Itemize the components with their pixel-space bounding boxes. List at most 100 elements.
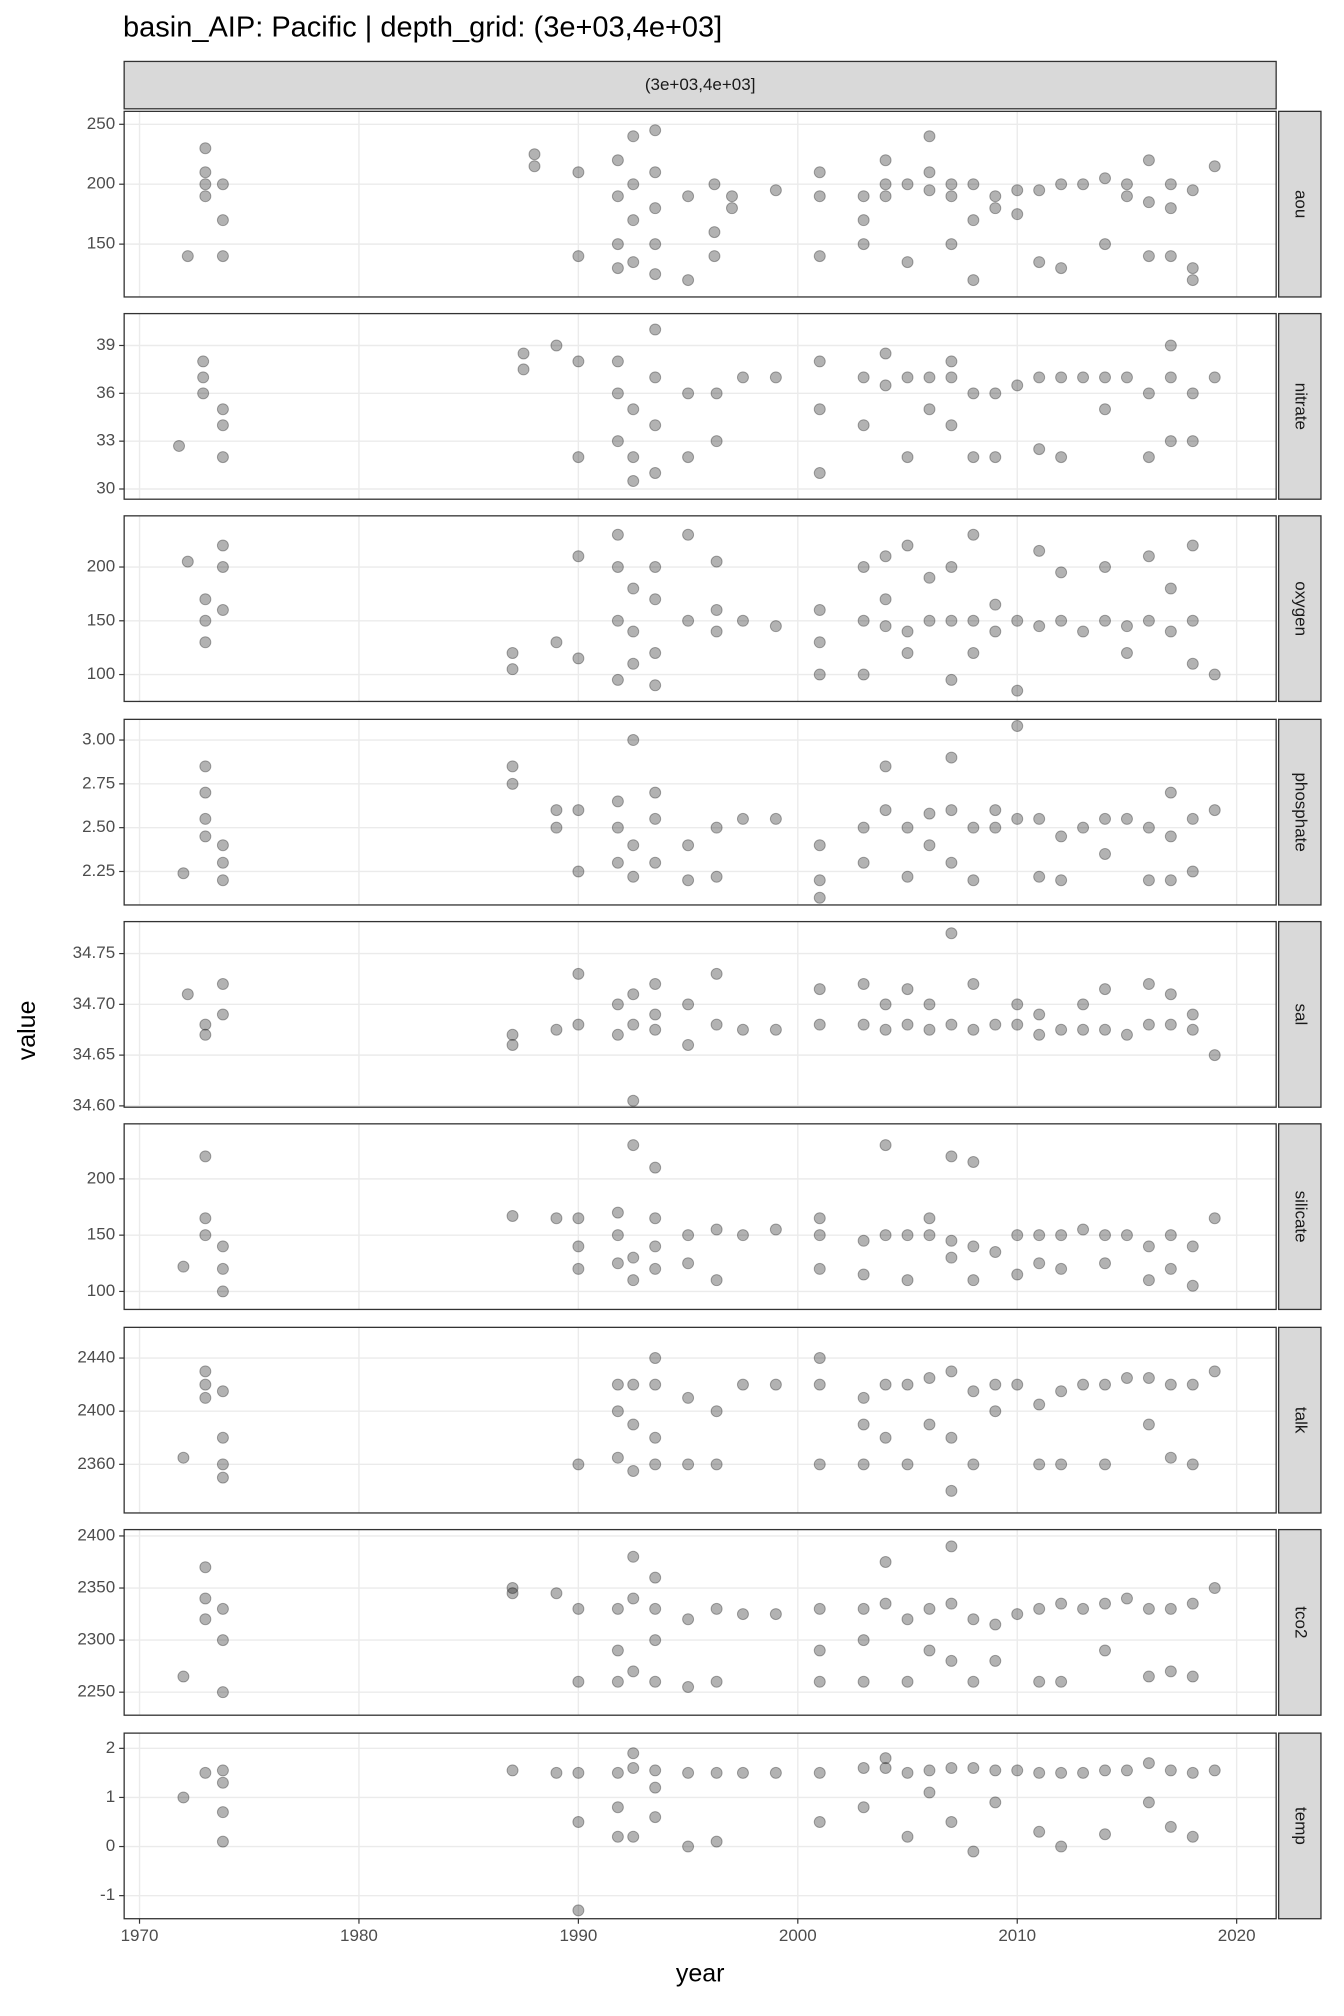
point (857, 561, 870, 574)
point (682, 528, 695, 541)
point (857, 1801, 870, 1814)
point (923, 1023, 936, 1036)
strip-label: sal (1291, 1004, 1310, 1026)
point (1099, 561, 1112, 574)
point (967, 874, 980, 887)
point (923, 1371, 936, 1384)
point (901, 1458, 914, 1471)
point (1055, 830, 1068, 843)
strip-label: talk (1291, 1407, 1310, 1434)
point (923, 1602, 936, 1615)
point (1186, 657, 1199, 670)
point (1208, 1049, 1221, 1062)
strip (1278, 718, 1322, 906)
point (506, 1764, 519, 1777)
x-tick-label: 1970 (121, 1926, 159, 1945)
point (989, 1618, 1002, 1631)
point (1164, 582, 1177, 595)
point (708, 250, 721, 263)
panel-border (123, 1732, 1277, 1920)
point (1055, 371, 1068, 384)
y-tick-label: 30 (96, 478, 115, 497)
point (1142, 387, 1155, 400)
point (682, 387, 695, 400)
point (1011, 1378, 1024, 1391)
point (923, 403, 936, 416)
point (649, 1602, 662, 1615)
y-tick-label: 2.25 (82, 861, 115, 880)
point (1120, 1371, 1133, 1384)
point (989, 625, 1002, 638)
point (901, 983, 914, 996)
point (627, 1251, 640, 1264)
point (216, 1458, 229, 1471)
point (572, 1212, 585, 1225)
point (1142, 451, 1155, 464)
point (216, 561, 229, 574)
point (967, 1458, 980, 1471)
point (879, 998, 892, 1011)
point (649, 419, 662, 432)
point (1164, 1018, 1177, 1031)
point (1164, 786, 1177, 799)
point (572, 451, 585, 464)
point (627, 130, 640, 143)
strip (1278, 1732, 1322, 1920)
point (710, 1405, 723, 1418)
point (1077, 178, 1090, 191)
point (1142, 550, 1155, 563)
point (181, 250, 194, 263)
point (1033, 1458, 1046, 1471)
point (769, 184, 782, 197)
point (1099, 1023, 1112, 1036)
point (945, 1365, 958, 1378)
point (1011, 684, 1024, 697)
x-tick-label: 2000 (779, 1926, 817, 1945)
point (1077, 821, 1090, 834)
point (1208, 1582, 1221, 1595)
point (216, 1008, 229, 1021)
point (879, 190, 892, 203)
point (1142, 821, 1155, 834)
point (199, 1561, 212, 1574)
panel-border (123, 920, 1277, 1108)
strip (1278, 312, 1322, 500)
point (1099, 1644, 1112, 1657)
point (649, 978, 662, 991)
point (611, 1229, 624, 1242)
point (879, 620, 892, 633)
point (1186, 1240, 1199, 1253)
point (649, 1431, 662, 1444)
point (813, 1262, 826, 1275)
point (736, 1229, 749, 1242)
point (649, 1161, 662, 1174)
point (989, 451, 1002, 464)
point (1186, 1008, 1199, 1021)
point (611, 998, 624, 1011)
point (611, 238, 624, 251)
point (857, 1761, 870, 1774)
point (769, 1378, 782, 1391)
point (1186, 1279, 1199, 1292)
point (1099, 1378, 1112, 1391)
point (1142, 1796, 1155, 1809)
point (1099, 983, 1112, 996)
point (1186, 184, 1199, 197)
point (1142, 614, 1155, 627)
point (813, 1018, 826, 1031)
point (1208, 668, 1221, 681)
point (1208, 1365, 1221, 1378)
panel-border (123, 1123, 1277, 1311)
point (611, 1206, 624, 1219)
point (627, 839, 640, 852)
point (1011, 998, 1024, 1011)
point (627, 1747, 640, 1760)
point (682, 1257, 695, 1270)
strip-label: aou (1291, 190, 1310, 218)
point (199, 178, 212, 191)
point (611, 1801, 624, 1814)
point (199, 760, 212, 773)
point (682, 274, 695, 287)
point (649, 1811, 662, 1824)
y-tick-label: 1 (106, 1787, 115, 1806)
